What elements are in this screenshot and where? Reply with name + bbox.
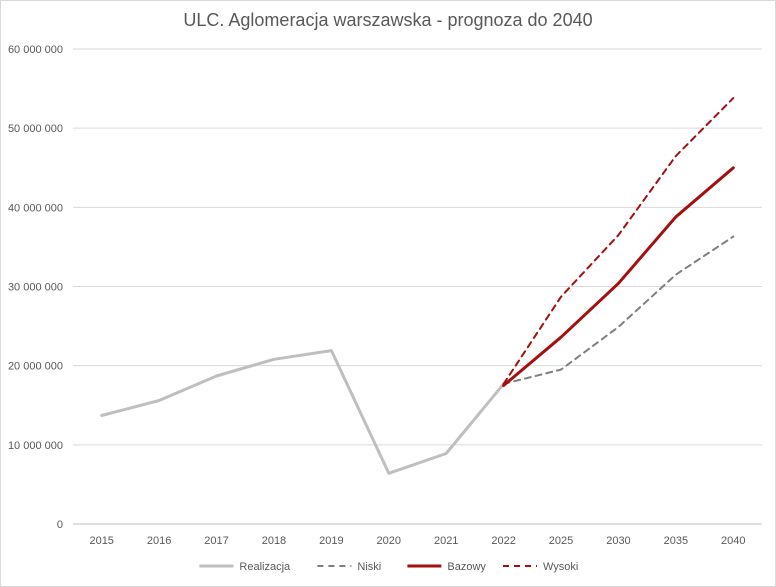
legend-item-bazowy: Bazowy — [407, 561, 486, 573]
x-tick-label: 2025 — [549, 535, 573, 547]
y-tick-label: 20 000 000 — [8, 361, 63, 373]
legend-label: Wysoki — [543, 561, 578, 573]
legend-item-realizacja: Realizacja — [199, 561, 291, 573]
x-tick-label: 2015 — [89, 535, 113, 547]
x-tick-label: 2021 — [434, 535, 458, 547]
x-tick-label: 2020 — [377, 535, 401, 547]
x-tick-label: 2040 — [721, 535, 745, 547]
legend-label: Niski — [357, 561, 381, 573]
series-line-niski — [502, 235, 735, 385]
legend-label: Bazowy — [447, 561, 486, 573]
x-tick-label: 2030 — [606, 535, 630, 547]
y-tick-label: 30 000 000 — [8, 282, 63, 294]
chart-title: ULC. Aglomeracja warszawska - prognoza d… — [183, 10, 593, 30]
x-tick-label: 2016 — [147, 535, 171, 547]
y-tick-label: 50 000 000 — [8, 123, 63, 135]
series-line-bazowy — [502, 166, 735, 387]
series-lines — [100, 97, 735, 475]
x-tick-label: 2018 — [262, 535, 286, 547]
x-tick-label: 2017 — [204, 535, 228, 547]
legend: Realizacja Niski Bazowy Wysoki — [199, 561, 578, 573]
series-line-wysoki — [502, 97, 735, 385]
x-axis-tick-labels: 2015 2016 2017 2018 2019 2020 2021 2022 2025 2030… — [89, 535, 745, 547]
legend-label: Realizacja — [239, 561, 291, 573]
y-tick-label: 10 000 000 — [8, 440, 63, 452]
y-tick-label: 40 000 000 — [8, 202, 63, 214]
x-tick-label: 2022 — [491, 535, 515, 547]
gridlines — [73, 48, 762, 525]
series-line-realizacja — [100, 349, 506, 475]
legend-item-niski: Niski — [317, 561, 381, 573]
y-axis-tick-labels: 0 10 000 000 20 000 000 30 000 000 40 000 00… — [8, 44, 63, 531]
y-tick-label: 0 — [57, 519, 63, 531]
x-tick-label: 2035 — [664, 535, 688, 547]
legend-item-wysoki: Wysoki — [503, 561, 578, 573]
y-tick-label: 60 000 000 — [8, 44, 63, 56]
x-tick-label: 2019 — [319, 535, 343, 547]
